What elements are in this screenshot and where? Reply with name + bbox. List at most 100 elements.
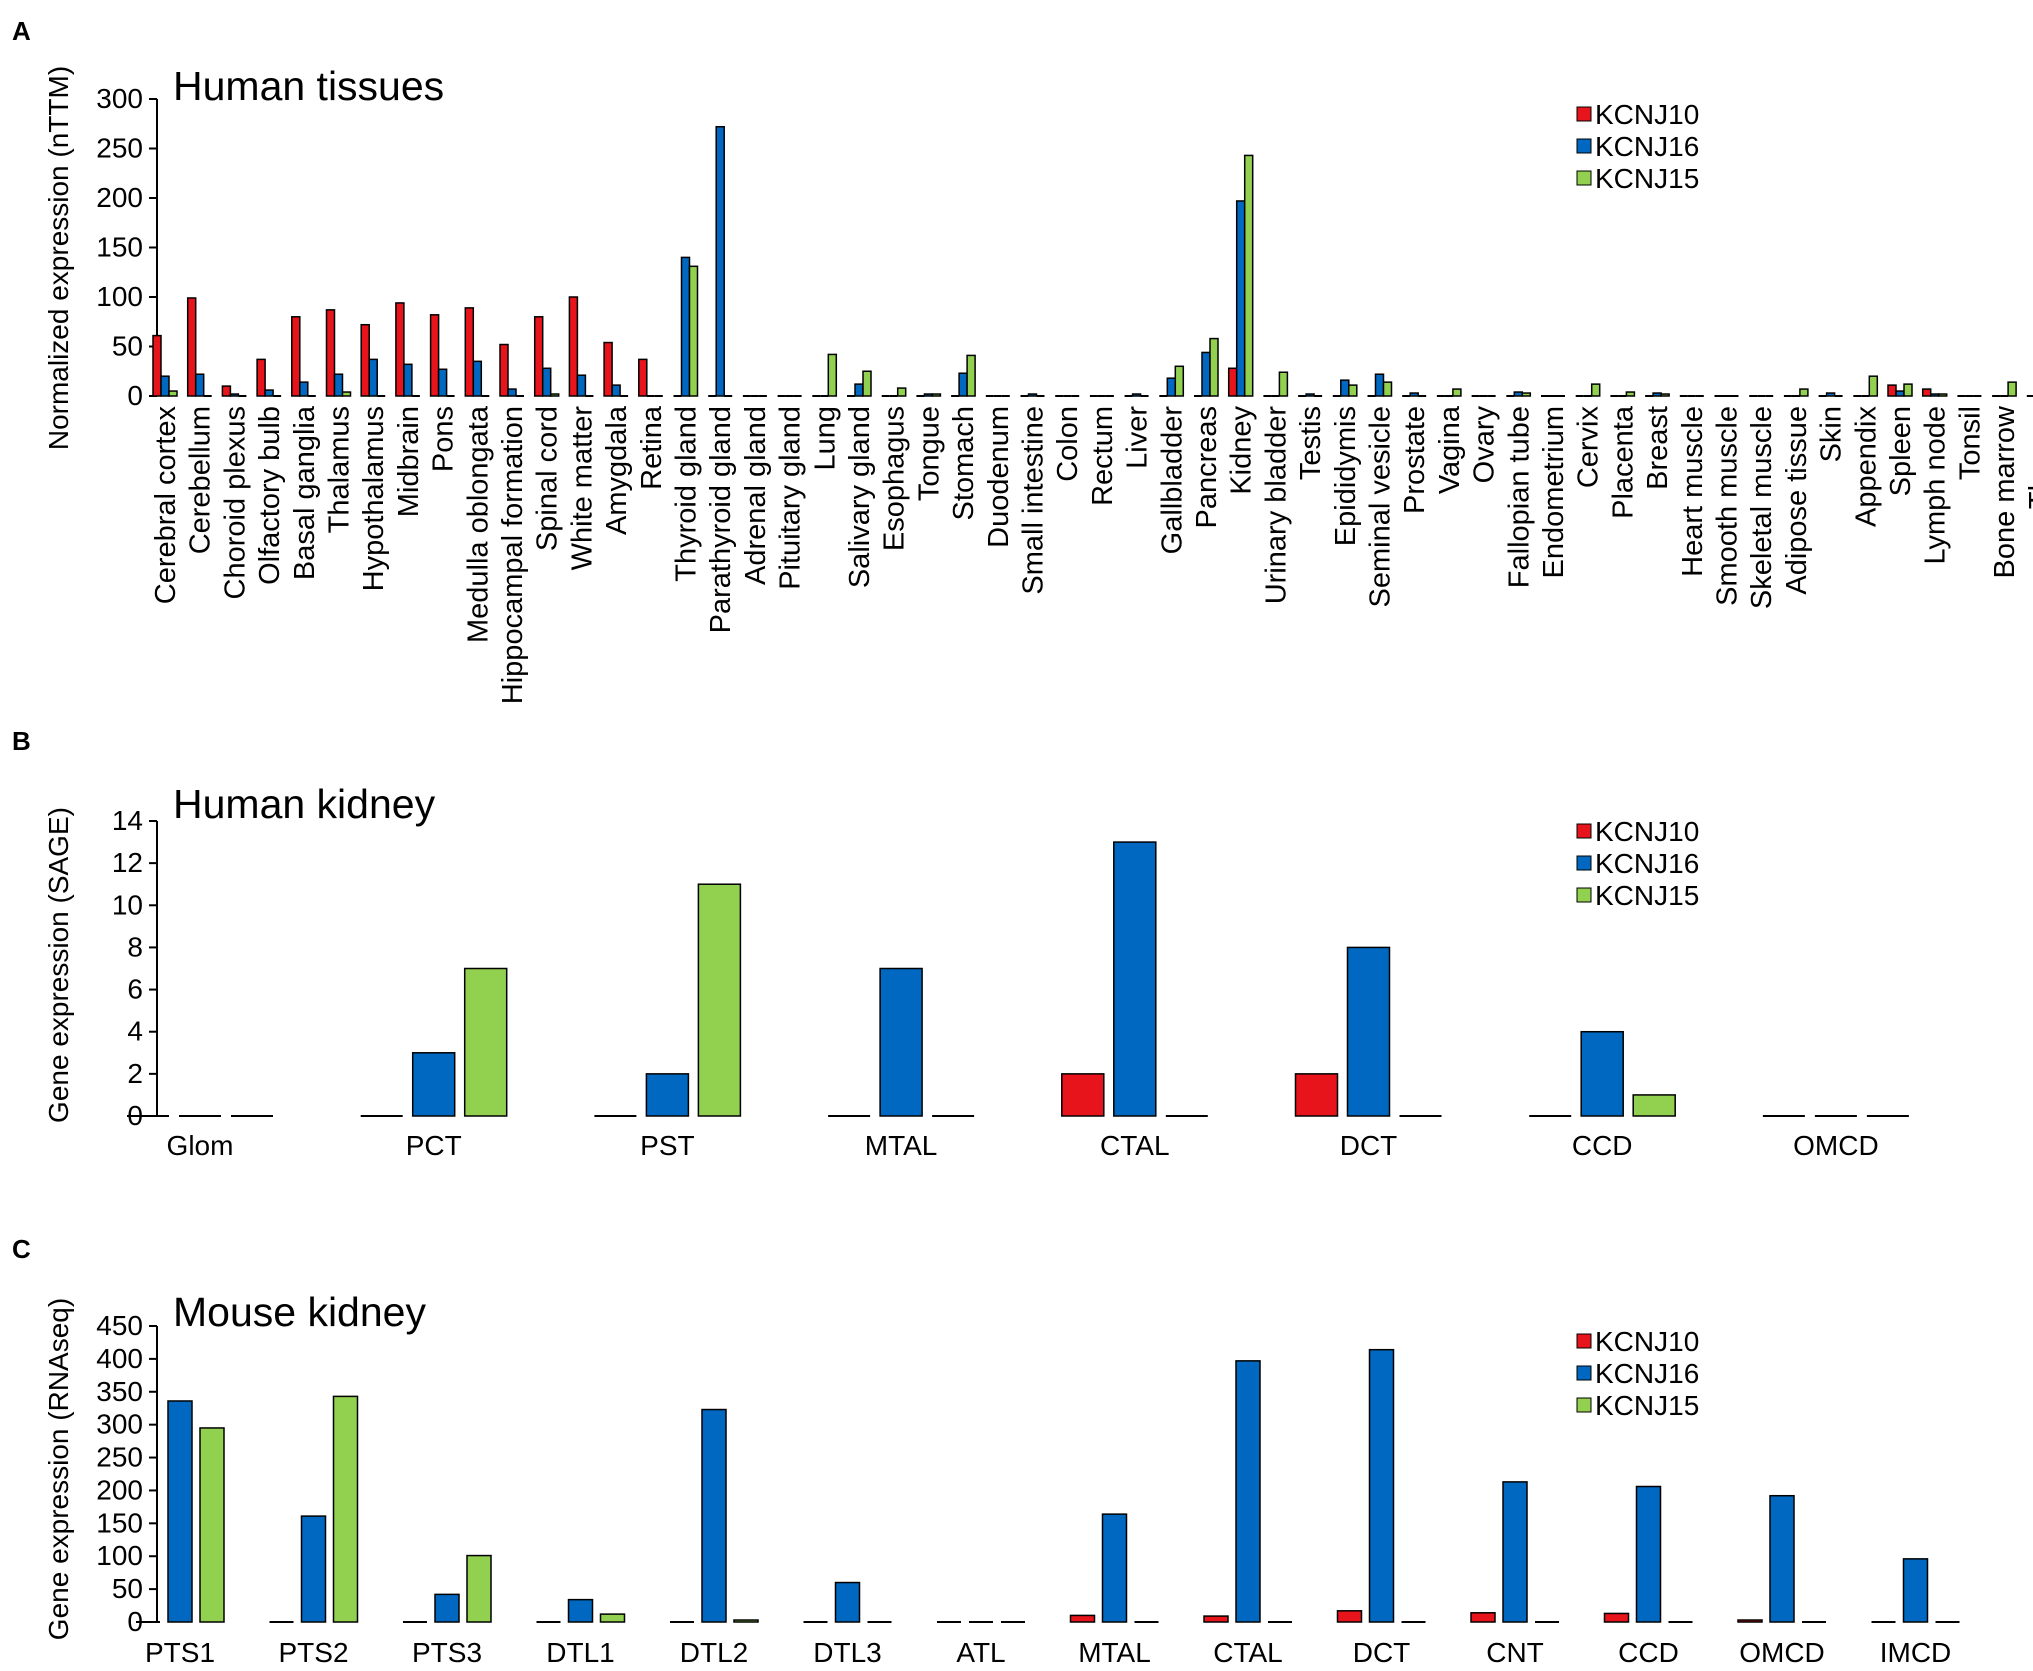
panel-a-category-label: Cervix [1573, 406, 1605, 489]
panel-c-bar-kcnj10 [1603, 1612, 1630, 1623]
panel-c-bar-kcnj16 [1635, 1485, 1662, 1623]
panel-a-bar-kcnj16 [1166, 377, 1177, 397]
panel-b-legend-swatch-kcnj15 [1576, 887, 1592, 903]
panel-c-category-label: PTS3 [412, 1637, 482, 1668]
panel-a-category-label: Hypothalamus [358, 406, 390, 591]
panel-b-legend-swatch-kcnj10 [1576, 823, 1592, 839]
panel-a-category-label: Spleen [1885, 406, 1917, 496]
panel-c-category-label: DTL3 [813, 1637, 881, 1668]
panel-a-bar-kcnj10 [221, 385, 232, 397]
panel-a-bar-kcnj15 [1243, 154, 1254, 397]
panel-a-bar-kcnj15 [549, 393, 560, 397]
panel-a-bar-kcnj10 [1227, 367, 1238, 397]
panel-a-category-label: Placenta [1607, 405, 1639, 519]
panel-c-category-label: MTAL [1078, 1637, 1151, 1668]
panel-c-legend-label-kcnj16: KCNJ16 [1595, 1358, 1699, 1389]
panel-a-category-label: Stomach [948, 406, 980, 520]
panel-a-bar-kcnj10 [533, 316, 544, 397]
panel-c-bar-kcnj16 [1235, 1360, 1261, 1623]
panel-a-bar-kcnj15 [1868, 375, 1879, 397]
panel-a-bar-kcnj15 [931, 393, 942, 397]
panel-a-category-label: Appendix [1850, 406, 1882, 527]
panel-a-category-label: Bone marrow [1989, 405, 2021, 579]
panel-a-category-label: Gallbladder [1156, 406, 1188, 555]
panel-a-bar-kcnj16 [1895, 390, 1905, 397]
panel-a-category-label: Esophagus [879, 406, 911, 551]
panel-b-y-tick-label: 14 [112, 805, 143, 836]
panel-a-category-label: Small intestine [1018, 406, 1050, 595]
panel-a-category-label: Liver [1122, 406, 1154, 469]
panel-b-bar-kcnj16 [1346, 946, 1391, 1117]
panel-a-category-label: Midbrain [393, 406, 425, 517]
panel-a-bar-kcnj16 [1235, 200, 1246, 397]
panel-a-category-label: Thyroid gland [671, 406, 703, 582]
panel-a-category-label: Olfactory bulb [254, 406, 286, 585]
panel-b-category-label: Glom [167, 1130, 234, 1161]
panel-a-bar-kcnj16 [923, 393, 934, 397]
panel-c-category-label: OMCD [1739, 1637, 1825, 1668]
panel-b-y-tick-label: 12 [112, 847, 143, 878]
panel-a-bar-kcnj16 [472, 360, 483, 397]
panel-a-bar-kcnj10 [1921, 388, 1932, 397]
panel-a-bar-kcnj16 [1131, 393, 1142, 397]
panel-a-bar-kcnj10 [256, 358, 266, 397]
panel-a-bar-kcnj15 [827, 353, 838, 397]
panel-a-bar-kcnj16 [1201, 351, 1211, 397]
panel-b-y-axis-label: Gene expression (SAGE) [43, 807, 74, 1123]
panel-b-bar-kcnj10 [1294, 1073, 1339, 1117]
panel-a-bar-kcnj15 [1625, 391, 1636, 397]
panel-a-bar-kcnj15 [2007, 381, 2017, 397]
panel-a-bar-kcnj16 [611, 384, 621, 397]
panel-b-y-tick-label: 2 [127, 1058, 143, 1089]
panel-c-bar-kcnj10 [1470, 1612, 1496, 1623]
panel-a-bar-kcnj15 [1903, 383, 1913, 397]
panel-c-category-label: CTAL [1213, 1637, 1283, 1668]
panel-a-bar-kcnj16 [437, 368, 448, 397]
panel-b-legend-label-kcnj16: KCNJ16 [1595, 848, 1699, 879]
panel-b-y-tick-label: 10 [112, 889, 143, 920]
panel-c: C Mouse kidney Gene expression (RNAseq) … [12, 1234, 1960, 1668]
panel-a-category-label: Thymus [2024, 406, 2033, 509]
panel-a-category-label: Pons [428, 406, 460, 472]
panel-a-title: Human tissues [173, 63, 444, 109]
panel-b-bar-kcnj15 [1632, 1094, 1676, 1117]
panel-c-bar-kcnj10 [1336, 1610, 1363, 1623]
panel-a-bar-kcnj15 [1937, 393, 1948, 397]
panel-a-bar-kcnj16 [229, 393, 240, 397]
panel-a-bar-kcnj15 [1660, 393, 1670, 397]
panel-c-category-label: IMCD [1880, 1637, 1952, 1668]
panel-a-category-label: Urinary bladder [1260, 406, 1292, 605]
panel-c-bar-kcnj15 [733, 1619, 759, 1623]
panel-a-legend-swatch-kcnj10 [1576, 106, 1592, 122]
panel-a-bar-kcnj10 [360, 323, 370, 397]
panel-b-bar-kcnj15 [463, 967, 508, 1117]
panel-a-category-label: Heart muscle [1677, 406, 1709, 577]
panel-a-category-label: Retina [636, 405, 668, 490]
panel-a-bar-kcnj16 [403, 363, 413, 397]
panel-a-category-label: Ovary [1469, 406, 1501, 484]
panel-b-y-tick-label: 6 [127, 974, 143, 1005]
panel-a-bar-kcnj15 [1590, 383, 1601, 397]
panel-a-bar-kcnj16 [576, 374, 587, 397]
panel-a-category-label: Skin [1816, 406, 1848, 462]
panel-a-category-label: Choroid plexus [219, 406, 251, 599]
panel-a-bar-kcnj10 [325, 309, 336, 397]
panel-a-bar-kcnj16 [541, 367, 552, 397]
panel-a-y-tick-label: 50 [112, 331, 143, 362]
panel-a-bar-kcnj16 [368, 358, 378, 397]
panel-c-category-label: PTS2 [278, 1637, 348, 1668]
panel-c-legend-swatch-kcnj15 [1576, 1397, 1592, 1413]
panel-a-category-label: Salivary gland [844, 406, 876, 588]
panel-a-category-label: Pituitary gland [775, 406, 807, 590]
panel-c-bar-kcnj10 [1737, 1619, 1763, 1623]
panel-a-category-label: Tonsil [1954, 406, 1986, 480]
panel-a-category-label: Medulla oblongata [462, 405, 494, 643]
panel-a-bar-kcnj15 [1521, 392, 1532, 397]
panel-b-bar-kcnj16 [879, 967, 923, 1117]
panel-c-legend-label-kcnj15: KCNJ15 [1595, 1390, 1699, 1421]
panel-a-bar-kcnj16 [1374, 373, 1385, 397]
panel-a-bar-kcnj15 [1452, 388, 1462, 397]
panel-b-bar-kcnj10 [1061, 1073, 1105, 1117]
panel-b-category-label: DCT [1340, 1130, 1398, 1161]
